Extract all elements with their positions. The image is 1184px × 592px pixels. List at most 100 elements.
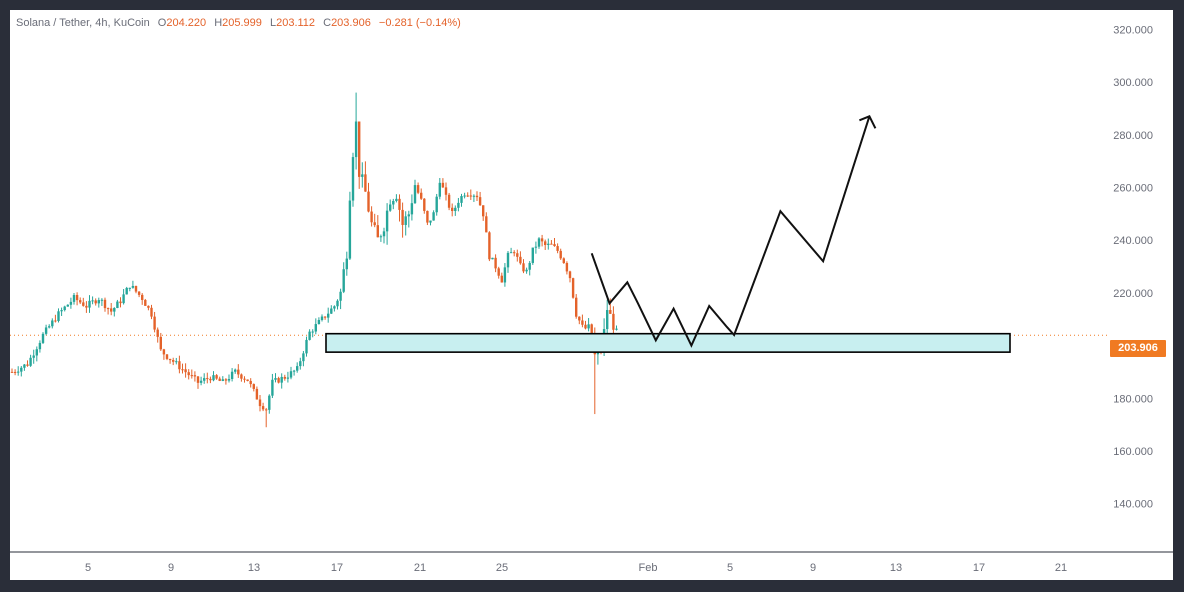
candle-body <box>193 375 197 377</box>
time-tick-label: 17 <box>973 562 985 574</box>
candle-body <box>17 371 20 373</box>
candle-body <box>91 300 94 302</box>
open-label: O <box>157 17 167 29</box>
candle-body <box>485 216 488 233</box>
candle-body <box>137 291 141 295</box>
candle-body <box>299 361 302 367</box>
support-zone-rect[interactable] <box>325 332 1011 353</box>
candle-body <box>187 372 190 376</box>
candle-body <box>516 253 519 257</box>
candle-body <box>85 305 88 308</box>
candle-body <box>277 378 280 383</box>
high-value: 205.999 <box>222 17 262 29</box>
candle-body <box>509 252 513 254</box>
candle-body <box>482 205 485 217</box>
candle-body <box>581 320 584 325</box>
candle-body <box>333 306 336 309</box>
candle-body <box>503 267 507 283</box>
candle-body <box>345 258 348 270</box>
projection-path[interactable] <box>590 115 877 348</box>
time-tick-label: 13 <box>890 562 902 574</box>
candle-body <box>469 195 472 197</box>
candle-body <box>144 299 147 306</box>
candle-body <box>398 198 401 210</box>
candle-body <box>426 210 429 223</box>
time-tick-label: 21 <box>1055 562 1067 574</box>
candles <box>10 92 618 428</box>
candle-body <box>553 244 556 247</box>
candle-body <box>100 299 104 301</box>
projection-polyline[interactable] <box>590 116 871 348</box>
candle-body <box>271 379 274 396</box>
candle-body <box>438 182 441 197</box>
candle-body <box>317 320 321 325</box>
candle-body <box>432 212 435 221</box>
candle-body <box>60 310 63 312</box>
candle-body <box>184 369 187 373</box>
candle-body <box>69 301 73 305</box>
candle-body <box>392 200 395 205</box>
candle-body <box>401 209 404 225</box>
candle-body <box>292 370 296 372</box>
candle-body <box>141 294 144 300</box>
candle-body <box>119 301 122 304</box>
candle-body <box>327 313 330 318</box>
candle-body <box>268 395 271 410</box>
candle-body <box>199 380 203 383</box>
candle-body <box>230 371 234 380</box>
candle-body <box>565 262 569 272</box>
candle-body <box>94 300 97 304</box>
candle-body <box>451 207 454 212</box>
candle-body <box>206 378 209 380</box>
candle-body <box>181 369 184 371</box>
candle-body <box>274 378 277 380</box>
candle-body <box>255 388 259 400</box>
candle-body <box>103 299 107 309</box>
candle-body <box>215 375 218 379</box>
time-tick-label: 25 <box>496 562 508 574</box>
time-axis[interactable]: 5 9 13 17 21 25 Feb 5 9 13 17 21 <box>85 562 1067 574</box>
candle-body <box>420 192 423 199</box>
candle-body <box>336 300 339 307</box>
time-tick-label: 5 <box>85 562 91 574</box>
candle-body <box>165 354 169 359</box>
candle-body <box>540 238 544 242</box>
symbol-title[interactable]: Solana / Tether, 4h, KuCoin <box>16 17 150 29</box>
time-tick-label: 17 <box>331 562 343 574</box>
candle-body <box>178 361 181 370</box>
candle-body <box>196 376 200 383</box>
candle-body <box>587 324 590 329</box>
candle-body <box>488 232 491 260</box>
candle-body <box>441 182 445 188</box>
candle-body <box>209 378 212 381</box>
candle-body <box>323 316 327 318</box>
candle-body <box>562 258 565 263</box>
candlestick-chart[interactable]: 320.000 300.000 280.000 260.000 240.000 220.0… <box>10 10 1173 580</box>
candle-body <box>110 308 113 312</box>
candle-body <box>559 250 562 259</box>
candle-body <box>379 236 383 238</box>
price-axis[interactable]: 320.000 300.000 280.000 260.000 240.000 220.0… <box>1113 24 1153 510</box>
candle-body <box>128 287 131 289</box>
candle-body <box>116 301 119 308</box>
projection-arrowhead <box>859 115 877 129</box>
candle-body <box>240 374 243 379</box>
candle-body <box>389 204 392 211</box>
candle-body <box>280 376 283 383</box>
candle-body <box>435 196 438 213</box>
time-tick-label: 5 <box>727 562 733 574</box>
candle-body <box>246 379 249 381</box>
candle-body <box>528 262 531 270</box>
candle-body <box>519 256 522 264</box>
candle-body <box>410 203 414 215</box>
candle-body <box>339 291 342 301</box>
candle-body <box>113 307 116 312</box>
candle-body <box>320 316 324 321</box>
candle-body <box>234 369 237 372</box>
candle-body <box>395 198 398 201</box>
chart-pane[interactable]: 320.000 300.000 280.000 260.000 240.000 220.0… <box>10 10 1173 580</box>
candle-body <box>48 326 51 328</box>
candle-body <box>444 187 448 195</box>
support-zone[interactable] <box>325 332 1011 353</box>
candle-body <box>41 333 45 343</box>
